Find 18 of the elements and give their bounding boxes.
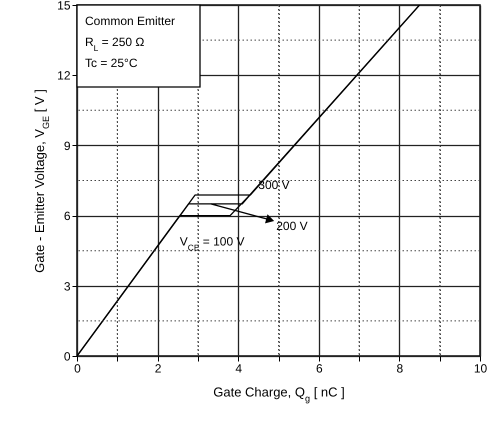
- y-tick-label: 9: [64, 138, 71, 153]
- y-tick-label: 3: [64, 279, 71, 294]
- y-tick-label: 15: [57, 0, 71, 12]
- annotation: Common Emitter: [85, 14, 176, 28]
- x-tick-label: 8: [396, 362, 404, 376]
- x-tick-label: 2: [154, 362, 162, 376]
- x-axis-title: Gate Charge, Q$_{g}$ [ nC ]: [213, 384, 345, 404]
- y-tick-label: 12: [57, 68, 71, 83]
- legend-label: 200 V: [276, 218, 308, 233]
- x-tick-label: 6: [316, 362, 323, 376]
- annotation: Tc = 25°C: [85, 56, 138, 70]
- series-label: 300 V: [258, 178, 290, 192]
- y-tick-label: 0: [64, 350, 71, 364]
- x-tick-label: 0: [74, 362, 82, 376]
- y-tick-label: 6: [64, 209, 71, 224]
- x-tick-label: 10: [474, 362, 488, 376]
- annotation: R$_{L}$ = 250 Ω: [85, 35, 144, 53]
- x-tick-label: 4: [235, 362, 242, 376]
